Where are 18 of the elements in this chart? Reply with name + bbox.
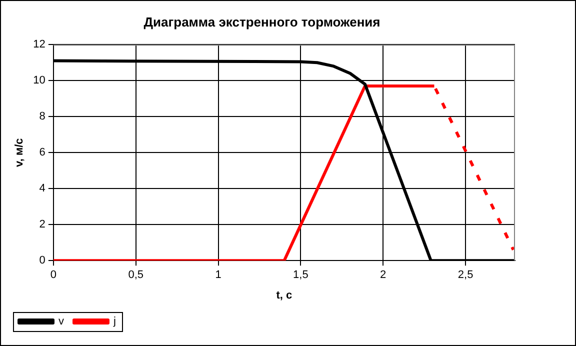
y-tick-label: 2 xyxy=(39,218,46,231)
x-tick-label: 0,5 xyxy=(128,269,144,282)
x-tick-label: 1 xyxy=(215,269,222,282)
x-tick-label: 2 xyxy=(380,269,386,282)
y-tick-label: 0 xyxy=(39,254,46,267)
x-axis-title: t, с xyxy=(276,289,292,302)
x-tick-label: 0 xyxy=(50,269,56,282)
chart-title: Диаграмма экстренного торможения xyxy=(144,14,380,30)
y-tick-label: 10 xyxy=(33,74,46,87)
legend-label: j xyxy=(112,316,116,328)
y-tick-label: 6 xyxy=(39,146,46,159)
legend-label: v xyxy=(58,316,64,328)
y-axis-title: v, м/с xyxy=(14,138,26,167)
y-tick-label: 12 xyxy=(33,38,46,51)
x-tick-label: 2,5 xyxy=(458,269,474,282)
x-tick-label: 1,5 xyxy=(293,269,308,282)
y-tick-label: 8 xyxy=(39,110,46,123)
y-tick-label: 4 xyxy=(39,182,46,195)
